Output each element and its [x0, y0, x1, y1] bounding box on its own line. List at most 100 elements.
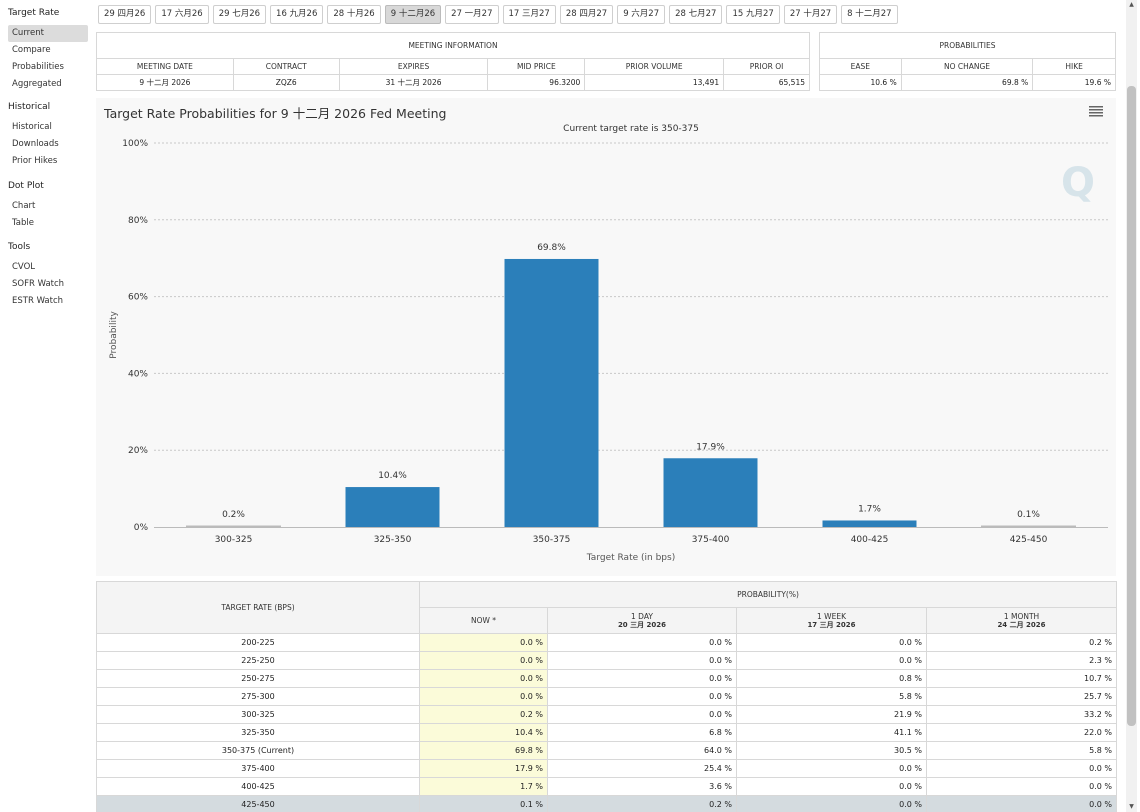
bar-375-400[interactable]	[663, 458, 758, 527]
probability-cell: 2.3 %	[926, 651, 1117, 670]
bar-400-425[interactable]	[822, 520, 917, 527]
prob-column-header[interactable]: 1 WEEK 17 三月 2026	[736, 607, 927, 634]
date-tab[interactable]: 9 六月27	[617, 5, 666, 24]
bar-425-450[interactable]	[981, 525, 1076, 528]
date-tab[interactable]: 28 十月26	[327, 5, 381, 24]
date-tab[interactable]: 29 七月26	[212, 5, 267, 24]
probability-cell: 0.0 %	[419, 633, 548, 652]
meeting-info-header-prior-volume: PRIOR VOLUME	[584, 58, 725, 75]
sidebar-item-compare[interactable]: Compare	[12, 45, 51, 55]
probability-cell: 21.9 %	[736, 705, 927, 724]
probability-cell: 0.0 %	[736, 795, 927, 812]
prob-column-label: 1 WEEK	[817, 611, 846, 621]
chart-subtitle: Current target rate is 350-375	[563, 124, 699, 134]
bar-350-375[interactable]	[504, 258, 599, 527]
y-tick-label: 0%	[134, 523, 149, 533]
table-row: 275-300 0.0 % 0.0 % 5.8 % 25.7 %	[96, 687, 1117, 706]
probability-cell: 0.0 %	[419, 687, 548, 706]
sidebar-group-tools: Tools CVOL SOFR Watch ESTR Watch	[0, 242, 88, 310]
probabilities-value: 69.8 %	[900, 74, 1034, 91]
sidebar-item-cvol[interactable]: CVOL	[12, 262, 36, 272]
probabilities-header-no-change: NO CHANGE	[900, 58, 1034, 75]
meeting-info-value: 13,491	[584, 74, 725, 91]
scroll-down-icon[interactable]: ▼	[1129, 803, 1134, 810]
sidebar-item-chart[interactable]: Chart	[12, 201, 36, 211]
date-tab[interactable]: 27 一月27	[445, 5, 499, 24]
sidebar: Target Rate Current Compare Probabilities Ag…	[0, 0, 92, 812]
probability-cell: 10.7 %	[926, 669, 1117, 688]
date-tab[interactable]: 27 十月27	[783, 5, 838, 24]
q-logo-icon: Q	[1061, 160, 1095, 206]
meeting-info-header-mid-price: MID PRICE	[487, 58, 586, 75]
date-tab[interactable]: 17 三月27	[502, 5, 556, 24]
sidebar-group-title: Dot Plot	[8, 181, 44, 191]
probability-cell: 64.0 %	[547, 741, 737, 760]
probability-cell: 0.1 %	[419, 795, 548, 812]
bar-data-label: 0.2%	[222, 510, 245, 520]
probability-cell: 0.0 %	[419, 651, 548, 670]
bar-data-label: 17.9%	[696, 442, 725, 452]
sidebar-item-historical[interactable]: Historical	[12, 122, 52, 132]
chart-panel: Q 0% 20% 40% 60% 80% 100% 0.2% 300-325 10.4% 325-3…	[96, 98, 1116, 576]
date-tab[interactable]: 15 九月27	[726, 5, 780, 24]
probability-cell: 0.0 %	[547, 705, 737, 724]
probability-cell: 0.0 %	[926, 777, 1117, 796]
probabilities-header-ease: EASE	[819, 58, 902, 75]
y-tick-label: 80%	[128, 216, 148, 226]
meeting-info-header-meeting-date: MEETING DATE	[96, 58, 234, 75]
sidebar-item-probabilities[interactable]: Probabilities	[12, 62, 64, 72]
probability-cell: 3.6 %	[547, 777, 737, 796]
sidebar-item-sofr-watch[interactable]: SOFR Watch	[12, 279, 65, 289]
x-tick-label: 425-450	[1010, 535, 1048, 545]
probability-cell: 0.2 %	[419, 705, 548, 724]
probability-cell: 6.8 %	[547, 723, 737, 742]
prob-column-header[interactable]: NOW *	[419, 607, 548, 634]
hamburger-menu-icon[interactable]	[1089, 106, 1103, 118]
sidebar-group-title: Historical	[8, 102, 51, 112]
x-tick-label: 300-325	[215, 535, 253, 545]
chart-title: Target Rate Probabilities for 9 十二月 2026…	[104, 106, 447, 121]
prob-column-date: 17 三月 2026	[807, 620, 856, 629]
sidebar-item-estr-watch[interactable]: ESTR Watch	[12, 296, 64, 306]
probabilities-caption: PROBABILITIES	[819, 32, 1116, 59]
date-tab[interactable]: 28 四月27	[559, 5, 614, 24]
target-rate-header[interactable]: TARGET RATE (BPS)	[96, 581, 420, 634]
date-tab[interactable]: 9 十二月26	[384, 5, 442, 24]
target-rate-cell: 350-375 (Current)	[96, 741, 420, 760]
scroll-up-icon[interactable]: ▲	[1129, 1, 1134, 8]
probability-cell: 22.0 %	[926, 723, 1117, 742]
table-row: 300-325 0.2 % 0.0 % 21.9 % 33.2 %	[96, 705, 1117, 724]
y-tick-label: 100%	[122, 139, 148, 149]
sidebar-group-historical: Historical Historical Downloads Prior Hikes	[0, 102, 88, 170]
sidebar-item-table[interactable]: Table	[12, 218, 34, 228]
x-axis-title: Target Rate (in bps)	[586, 553, 675, 563]
table-row: 425-450 0.1 % 0.2 % 0.0 % 0.0 %	[96, 795, 1117, 812]
probability-bar-chart: Q 0% 20% 40% 60% 80% 100% 0.2% 300-325 10.4% 325-3…	[109, 139, 1108, 563]
bar-300-325[interactable]	[186, 525, 281, 528]
date-tab[interactable]: 28 七月27	[669, 5, 723, 24]
date-tab[interactable]: 16 九月26	[270, 5, 324, 24]
bar-data-label: 69.8%	[537, 243, 566, 253]
meeting-info-value: 65,515	[723, 74, 810, 91]
target-rate-cell: 375-400	[96, 759, 420, 778]
scroll-thumb[interactable]	[1127, 86, 1136, 726]
prob-column-date: 20 三月 2026	[617, 620, 667, 629]
sidebar-item-prior-hikes[interactable]: Prior Hikes	[12, 156, 58, 166]
x-tick-label: 325-350	[374, 535, 412, 545]
date-tab[interactable]: 17 六月26	[155, 5, 209, 24]
sidebar-item-current[interactable]: Current	[8, 25, 88, 42]
date-tab[interactable]: 8 十二月27	[841, 5, 898, 24]
prob-column-header[interactable]: 1 MONTH 24 二月 2026	[926, 607, 1117, 634]
vertical-scrollbar[interactable]: ▲ ▼	[1126, 0, 1137, 812]
meeting-info-header-expires: EXPIRES	[338, 58, 489, 75]
target-rate-cell: 275-300	[96, 687, 420, 706]
y-tick-label: 20%	[128, 446, 148, 456]
sidebar-item-downloads[interactable]: Downloads	[12, 139, 59, 149]
sidebar-item-aggregated[interactable]: Aggregated	[12, 79, 62, 89]
date-tab[interactable]: 29 四月26	[98, 5, 152, 24]
bar-325-350[interactable]	[345, 487, 440, 527]
prob-column-header[interactable]: 1 DAY 20 三月 2026	[547, 607, 737, 634]
probability-cell: 0.0 %	[419, 669, 548, 688]
probabilities-header-hike: HIKE	[1032, 58, 1116, 75]
sidebar-group-title: Target Rate	[8, 8, 60, 18]
